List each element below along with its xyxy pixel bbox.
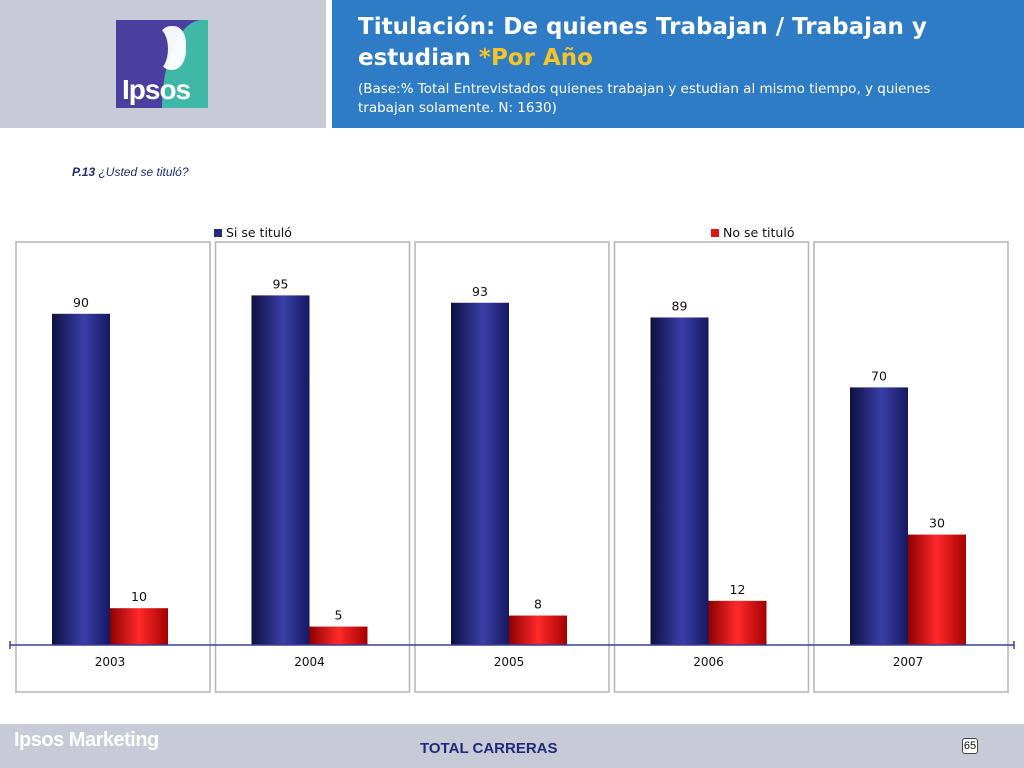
data-label-si-2004: 95: [273, 276, 289, 291]
legend-swatch-si: [214, 228, 222, 237]
category-label-2006: 2006: [693, 655, 724, 669]
bar-si-2004: [251, 295, 310, 645]
page-subtitle: (Base:% Total Entrevistados quienes trab…: [358, 81, 931, 116]
category-label-2003: 2003: [95, 655, 126, 669]
data-label-no-2005: 8: [534, 597, 542, 612]
ipsos-logo: Ipsos: [116, 20, 208, 108]
bar-si-2003: [52, 313, 110, 645]
category-label-2007: 2007: [893, 655, 924, 669]
bar-si-2005: [451, 302, 509, 645]
category-label-2005: 2005: [494, 655, 525, 669]
data-label-no-2007: 30: [929, 516, 945, 531]
bar-si-2006: [650, 317, 709, 645]
title-area: Titulación: De quienes Trabajan / Trabaj…: [332, 0, 1024, 128]
logo-word: Ipsos: [122, 74, 191, 105]
legend-label-no: No se tituló: [723, 225, 795, 240]
bar-no-2004: [309, 626, 368, 645]
legend-item-si: Si se tituló: [214, 225, 292, 240]
bar-si-2007: [850, 387, 908, 645]
footer-brand: Ipsos Marketing: [14, 729, 159, 751]
data-label-no-2003: 10: [131, 589, 147, 604]
question-label: P.13 ¿Usted se tituló?: [72, 165, 189, 179]
page-title: Titulación: De quienes Trabajan / Trabaj…: [358, 12, 978, 74]
footer-section-title: TOTAL CARRERAS: [420, 740, 558, 757]
data-label-si-2007: 70: [871, 368, 887, 383]
bar-no-2005: [509, 615, 567, 645]
question-code: P.13: [72, 165, 96, 179]
data-label-no-2006: 12: [730, 582, 746, 597]
bar-no-2006: [708, 600, 767, 645]
legend-label-si: Si se tituló: [226, 225, 292, 240]
data-label-no-2004: 5: [335, 608, 343, 623]
data-label-si-2006: 89: [672, 298, 688, 313]
page-title-highlight: *Por Año: [478, 45, 593, 71]
bar-chart: 90 10 2003 95 5 2004 93 8 2005 89 12 2006 70 30 2007: [9, 241, 1015, 693]
chart-panel-2004: [214, 241, 411, 693]
page-title-main: Titulación: De quienes Trabajan / Trabaj…: [358, 14, 927, 71]
legend-item-no: No se tituló: [711, 225, 794, 240]
data-label-si-2003: 90: [73, 295, 89, 310]
bar-no-2007: [908, 534, 966, 645]
question-text: ¿Usted se tituló?: [95, 165, 189, 179]
footer-bar: Ipsos Marketing TOTAL CARRERAS 65: [0, 724, 1024, 768]
logo-face-cut: [146, 28, 168, 70]
data-label-si-2005: 93: [472, 284, 488, 299]
bar-no-2003: [110, 608, 168, 645]
page-number: 65: [962, 738, 978, 754]
category-label-2004: 2004: [294, 655, 325, 669]
legend-swatch-no: [711, 228, 719, 237]
logo-area: Ipsos: [0, 0, 326, 128]
